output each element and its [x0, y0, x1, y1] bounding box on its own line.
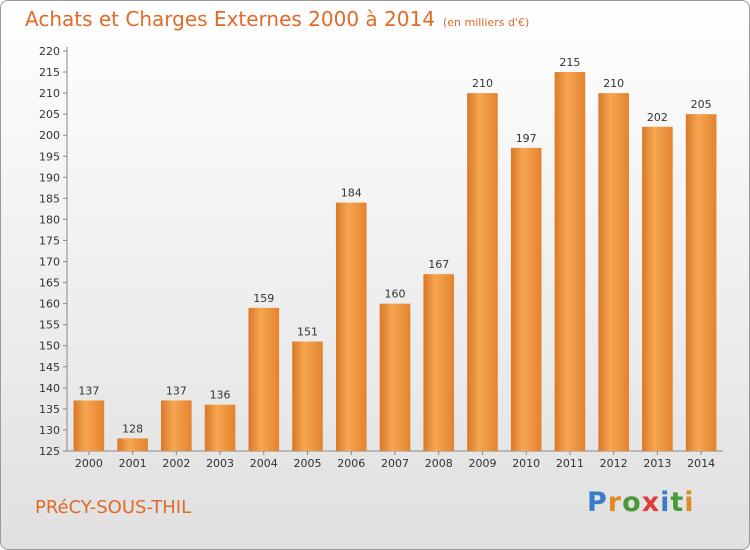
bar-value-label: 136 [210, 389, 231, 402]
bar [73, 400, 105, 451]
bar-value-label: 197 [516, 132, 537, 145]
logo-letter: t [670, 487, 685, 518]
x-tick-label: 2009 [468, 457, 496, 470]
x-tick-label: 2008 [425, 457, 453, 470]
logo-letter: i [660, 487, 671, 518]
bar-value-label: 210 [472, 77, 493, 90]
logo-letter: P [587, 487, 608, 518]
chart-bars: 137 128 137 136 159 151 184 160 167 210 197 215 210 2… [73, 56, 717, 452]
x-tick-label: 2013 [643, 457, 671, 470]
bar-value-label: 184 [341, 187, 362, 200]
bar-value-label: 159 [253, 292, 274, 305]
y-tick-label: 140 [39, 382, 60, 395]
bar [467, 93, 498, 452]
bar [248, 307, 280, 451]
y-tick-label: 175 [39, 234, 60, 247]
bar [554, 72, 586, 451]
bar [685, 114, 717, 451]
town-name: PRéCY-SOUS-THIL [35, 497, 192, 518]
x-tick-label: 2010 [512, 457, 540, 470]
proxiti-logo[interactable]: Proxiti [587, 487, 695, 518]
x-tick-label: 2000 [75, 457, 103, 470]
y-tick-label: 210 [39, 87, 60, 100]
y-tick-label: 185 [39, 192, 60, 205]
bar [117, 438, 148, 451]
x-tick-label: 2012 [600, 457, 628, 470]
y-tick-label: 205 [39, 108, 60, 121]
bar [642, 126, 673, 451]
chart-title: Achats et Charges Externes 2000 à 2014 (e… [25, 7, 529, 31]
bar [510, 147, 542, 451]
y-tick-label: 130 [39, 424, 60, 437]
y-tick-label: 220 [39, 45, 60, 58]
bar [423, 274, 455, 451]
y-tick-label: 200 [39, 129, 60, 142]
y-tick-label: 165 [39, 277, 60, 290]
x-tick-label: 2014 [687, 457, 715, 470]
y-tick-label: 155 [39, 319, 60, 332]
y-tick-label: 190 [39, 171, 60, 184]
x-tick-label: 2007 [381, 457, 409, 470]
bar [598, 93, 629, 452]
y-tick-label: 170 [39, 256, 60, 269]
logo-letter: i [684, 487, 695, 518]
bar-value-label: 151 [297, 326, 318, 339]
x-tick-label: 2004 [250, 457, 278, 470]
x-tick-label: 2005 [294, 457, 322, 470]
y-tick-label: 150 [39, 340, 60, 353]
bar [204, 404, 236, 451]
bar-value-label: 137 [78, 384, 99, 397]
bar [292, 341, 323, 451]
y-tick-label: 215 [39, 66, 60, 79]
chart-subtitle: (en milliers d'€) [442, 16, 530, 29]
y-tick-label: 180 [39, 213, 60, 226]
bar-value-label: 205 [691, 98, 712, 111]
bar-value-label: 210 [603, 77, 624, 90]
y-tick-label: 125 [39, 445, 60, 458]
bar-value-label: 137 [166, 384, 187, 397]
bar-value-label: 215 [559, 56, 580, 69]
logo-letter: r [607, 487, 623, 518]
y-tick-label: 145 [39, 361, 60, 374]
bar [161, 400, 192, 451]
bar-value-label: 160 [385, 288, 406, 301]
x-tick-label: 2006 [337, 457, 365, 470]
chart-title-text: Achats et Charges Externes 2000 à 2014 [25, 7, 435, 31]
bar [335, 202, 367, 451]
x-tick-label: 2002 [162, 457, 190, 470]
bar-value-label: 202 [647, 111, 668, 124]
bar-value-label: 128 [122, 422, 143, 435]
chart-ticks: 125 130 135 140 145 150 155 160 165 170 175 180 185 1… [39, 45, 715, 470]
x-tick-label: 2003 [206, 457, 234, 470]
y-tick-label: 195 [39, 150, 60, 163]
logo-letter: o [622, 487, 642, 518]
logo-letter: x [641, 487, 661, 518]
y-tick-label: 135 [39, 403, 60, 416]
x-tick-label: 2001 [119, 457, 147, 470]
bar [379, 303, 411, 451]
x-tick-label: 2011 [556, 457, 584, 470]
bar-value-label: 167 [428, 258, 449, 271]
y-tick-label: 160 [39, 298, 60, 311]
